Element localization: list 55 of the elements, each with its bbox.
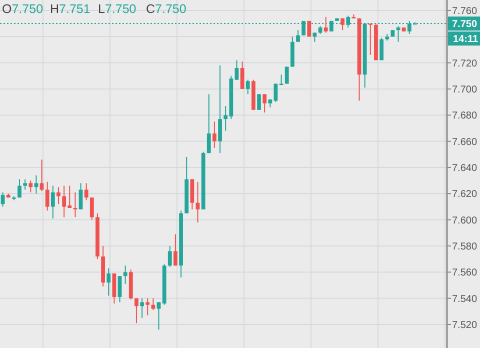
y-tick-label: 7.580 xyxy=(452,241,478,252)
y-tick-label: 7.600 xyxy=(452,215,478,226)
candlestick xyxy=(174,234,178,266)
annotation: C7.750 xyxy=(146,2,186,16)
candlestick xyxy=(45,181,50,212)
candlestick xyxy=(234,60,239,80)
ref-line-label: 7.750 xyxy=(452,19,478,30)
y-tick-label: 7.680 xyxy=(452,110,478,122)
candlestick xyxy=(284,66,289,84)
candlestick xyxy=(380,37,384,61)
annotation: L7.750 xyxy=(98,2,136,16)
candlestick xyxy=(18,178,22,198)
candlestick xyxy=(106,268,111,296)
y-tick-label: 7.720 xyxy=(452,58,478,70)
y-tick-label: 7.520 xyxy=(452,320,478,331)
candlestick xyxy=(123,265,128,284)
candlestick xyxy=(368,23,372,56)
candlestick xyxy=(212,121,216,148)
candlestick xyxy=(134,298,138,324)
candlestick xyxy=(156,302,161,330)
y-tick-label: 7.620 xyxy=(452,189,478,200)
candlestick xyxy=(168,245,172,268)
annotation: O7.750 xyxy=(2,2,44,16)
candlestick xyxy=(112,272,116,304)
candlestick xyxy=(34,174,38,194)
candlestick xyxy=(146,298,150,316)
y-tick-label: 7.660 xyxy=(452,136,478,148)
y-tick-label: 7.760 xyxy=(452,6,478,17)
candlestick xyxy=(118,276,122,303)
candlestick xyxy=(140,298,144,318)
y-tick-label: 7.540 xyxy=(452,294,478,305)
candlestick xyxy=(206,94,211,154)
candlestick xyxy=(90,197,94,220)
text: 14:11 xyxy=(453,34,478,46)
candlestick xyxy=(84,182,88,201)
candlestick xyxy=(23,178,28,190)
candlestick xyxy=(218,64,222,154)
candlestick xyxy=(28,180,33,193)
y-tick-label: 7.640 xyxy=(452,162,478,174)
candlestick xyxy=(324,16,328,34)
candlestick xyxy=(296,30,300,42)
y-tick-label: 7.700 xyxy=(452,84,478,96)
candlestick xyxy=(274,83,278,103)
candlestick xyxy=(262,94,267,114)
candlestick xyxy=(73,192,78,218)
annotation: H7.751 xyxy=(50,2,90,16)
candlestick xyxy=(50,185,55,219)
candlestick xyxy=(78,182,83,210)
candlestick xyxy=(246,79,250,95)
y-tick-label: 7.560 xyxy=(452,268,478,279)
candlestick xyxy=(151,298,156,311)
candlestick xyxy=(190,178,194,210)
candlestick xyxy=(312,32,317,42)
candlestick xyxy=(56,186,60,205)
candlestick xyxy=(240,60,244,90)
